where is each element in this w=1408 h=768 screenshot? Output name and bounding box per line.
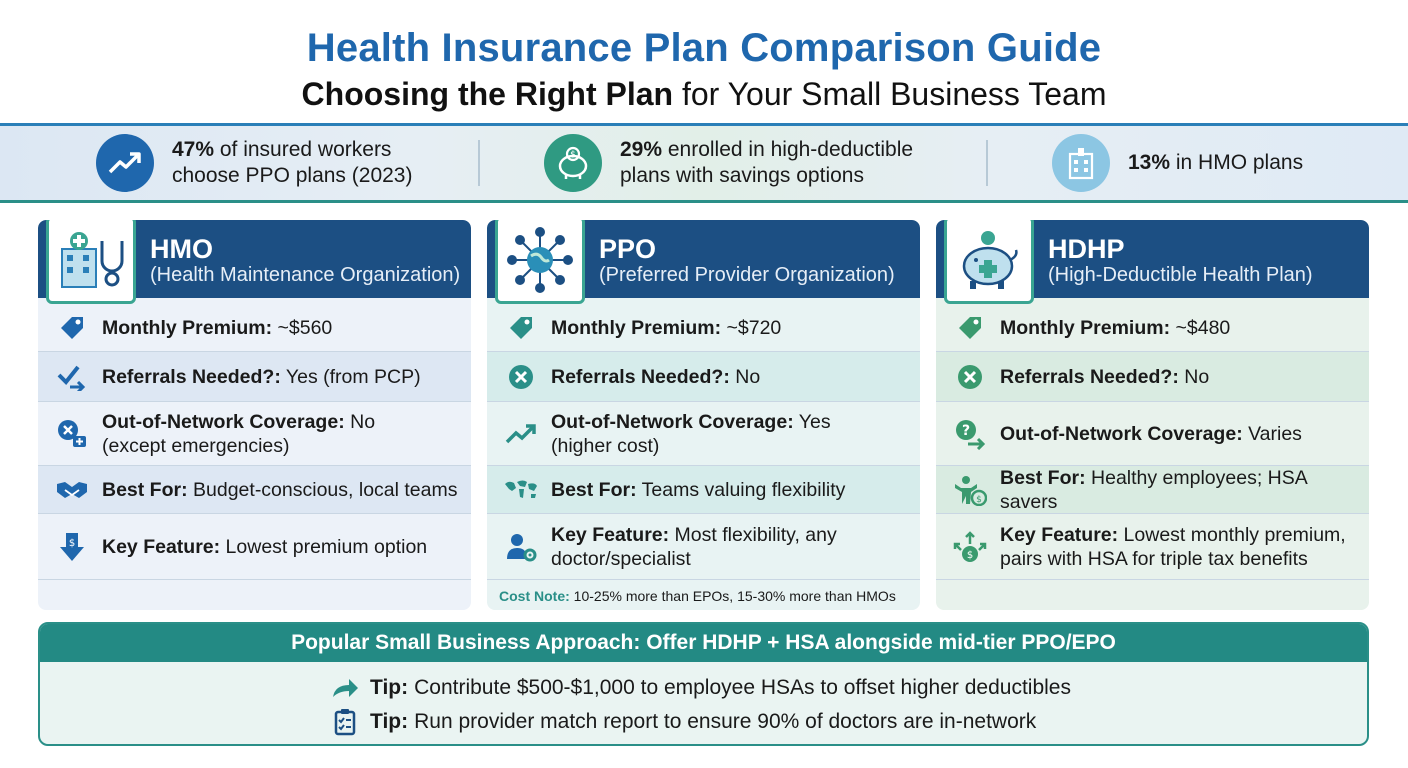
stat-hdhp-share: $ 29% enrolled in high-deductible plans w…: [544, 126, 913, 200]
question-arrow-icon: ?: [950, 414, 990, 454]
referrals-row: Referrals Needed?: No: [936, 352, 1369, 402]
best-for-row: $ Best For: Healthy employees; HSA saver…: [936, 466, 1369, 514]
tip-text: Contribute $500-$1,000 to employee HSAs …: [414, 676, 1071, 699]
tip-text: Run provider match report to ensure 90% …: [414, 710, 1037, 733]
plan-name: PPO: [599, 234, 657, 264]
stat-divider: [478, 140, 480, 186]
out-of-network-row: ? Out-of-Network Coverage: Varies: [936, 402, 1369, 466]
page-title: Health Insurance Plan Comparison Guide: [306, 26, 1102, 70]
svg-text:$: $: [967, 550, 973, 561]
cost-note: Cost Note: 10-25% more than EPOs, 15-30%…: [499, 588, 896, 604]
page-header: Health Insurance Plan Comparison Guide C…: [0, 0, 1408, 120]
trend-up-icon: [96, 134, 154, 192]
stat-text: 13% in HMO plans: [1128, 151, 1304, 174]
best-for-row: Best For: Budget-conscious, local teams: [38, 466, 471, 514]
down-arrow-dollar-icon: $: [52, 527, 92, 567]
stats-band: 47% of insured workers choose PPO plans (…: [0, 123, 1408, 203]
plan-full-name: (Health Maintenance Organization): [150, 264, 461, 286]
plan-card-header: PPO (Preferred Provider Organization): [487, 220, 920, 304]
subtitle-emphasis: Choosing the Right Plan: [301, 76, 674, 112]
stat-text: 29% enrolled in high-deductible plans wit…: [620, 138, 914, 187]
stat-ppo-share: 47% of insured workers choose PPO plans (…: [96, 126, 412, 200]
plan-card-hdhp: HDHP (High-Deductible Health Plan) Month…: [936, 220, 1369, 610]
svg-text:$: $: [570, 150, 576, 160]
best-for-row: Best For: Teams valuing flexibility: [487, 466, 920, 514]
svg-text:?: ?: [962, 423, 970, 439]
plan-name: HDHP: [1048, 234, 1125, 264]
user-gear-icon: [501, 527, 541, 567]
price-tag-icon: [501, 308, 541, 348]
piggy-bank-icon: $: [544, 134, 602, 192]
plan-card-hmo: HMO (Health Maintenance Organization) Mo…: [38, 220, 471, 610]
price-tag-icon: [950, 308, 990, 348]
no-coverage-icon: [52, 414, 92, 454]
dollar-arrows-icon: $: [950, 527, 990, 567]
plan-card-header: HMO (Health Maintenance Organization): [38, 220, 471, 304]
banner-heading: Popular Small Business Approach: Offer H…: [40, 624, 1367, 662]
recommendation-banner: Popular Small Business Approach: Offer H…: [38, 622, 1369, 746]
out-of-network-row: Out-of-Network Coverage: Yes (higher cost…: [487, 402, 920, 466]
plan-name: HMO: [150, 234, 213, 264]
hospital-stethoscope-icon: [46, 220, 136, 304]
x-circle-icon: [501, 357, 541, 397]
plan-full-name: (Preferred Provider Organization): [599, 264, 895, 286]
referrals-row: Referrals Needed?: Yes (from PCP): [38, 352, 471, 402]
check-arrow-icon: [52, 357, 92, 397]
x-circle-icon: [950, 357, 990, 397]
premium-row: Monthly Premium: ~$560: [38, 304, 471, 352]
piggy-bank-medical-icon: [944, 220, 1034, 304]
stat-text: 47% of insured workers choose PPO plans (…: [172, 138, 413, 187]
premium-row: Monthly Premium: ~$480: [936, 304, 1369, 352]
network-globe-icon: [495, 220, 585, 304]
plan-card-header: HDHP (High-Deductible Health Plan): [936, 220, 1369, 304]
handshake-icon: [52, 470, 92, 510]
stat-hmo-share: 13% in HMO plans: [1052, 126, 1303, 200]
out-of-network-row: Out-of-Network Coverage: No (except emerg…: [38, 402, 471, 466]
tip-item: Tip: Run provider match report to ensure …: [330, 708, 1036, 736]
key-feature-row: $ Key Feature: Lowest monthly premium, pa…: [936, 514, 1369, 580]
premium-row: Monthly Premium: ~$720: [487, 304, 920, 352]
key-feature-row: $ Key Feature: Lowest premium option: [38, 514, 471, 580]
plan-full-name: (High-Deductible Health Plan): [1048, 264, 1313, 286]
stat-divider: [986, 140, 988, 186]
world-map-icon: [501, 470, 541, 510]
key-feature-row: Key Feature: Most flexibility, any doctor…: [487, 514, 920, 580]
plan-card-ppo: PPO (Preferred Provider Organization) Mo…: [487, 220, 920, 610]
referrals-row: Referrals Needed?: No: [487, 352, 920, 402]
arrow-right-icon: [330, 674, 360, 702]
strong-person-coin-icon: $: [950, 470, 990, 510]
svg-text:$: $: [69, 538, 75, 549]
tip-item: Tip: Contribute $500-$1,000 to employee H…: [330, 674, 1071, 702]
trend-up-icon: [501, 414, 541, 454]
checklist-icon: [330, 708, 360, 736]
subtitle-rest: for Your Small Business Team: [673, 76, 1107, 112]
svg-text:$: $: [976, 495, 982, 505]
price-tag-icon: [52, 308, 92, 348]
page-subtitle: Choosing the Right Plan for Your Small B…: [0, 76, 1408, 113]
hospital-icon: [1052, 134, 1110, 192]
